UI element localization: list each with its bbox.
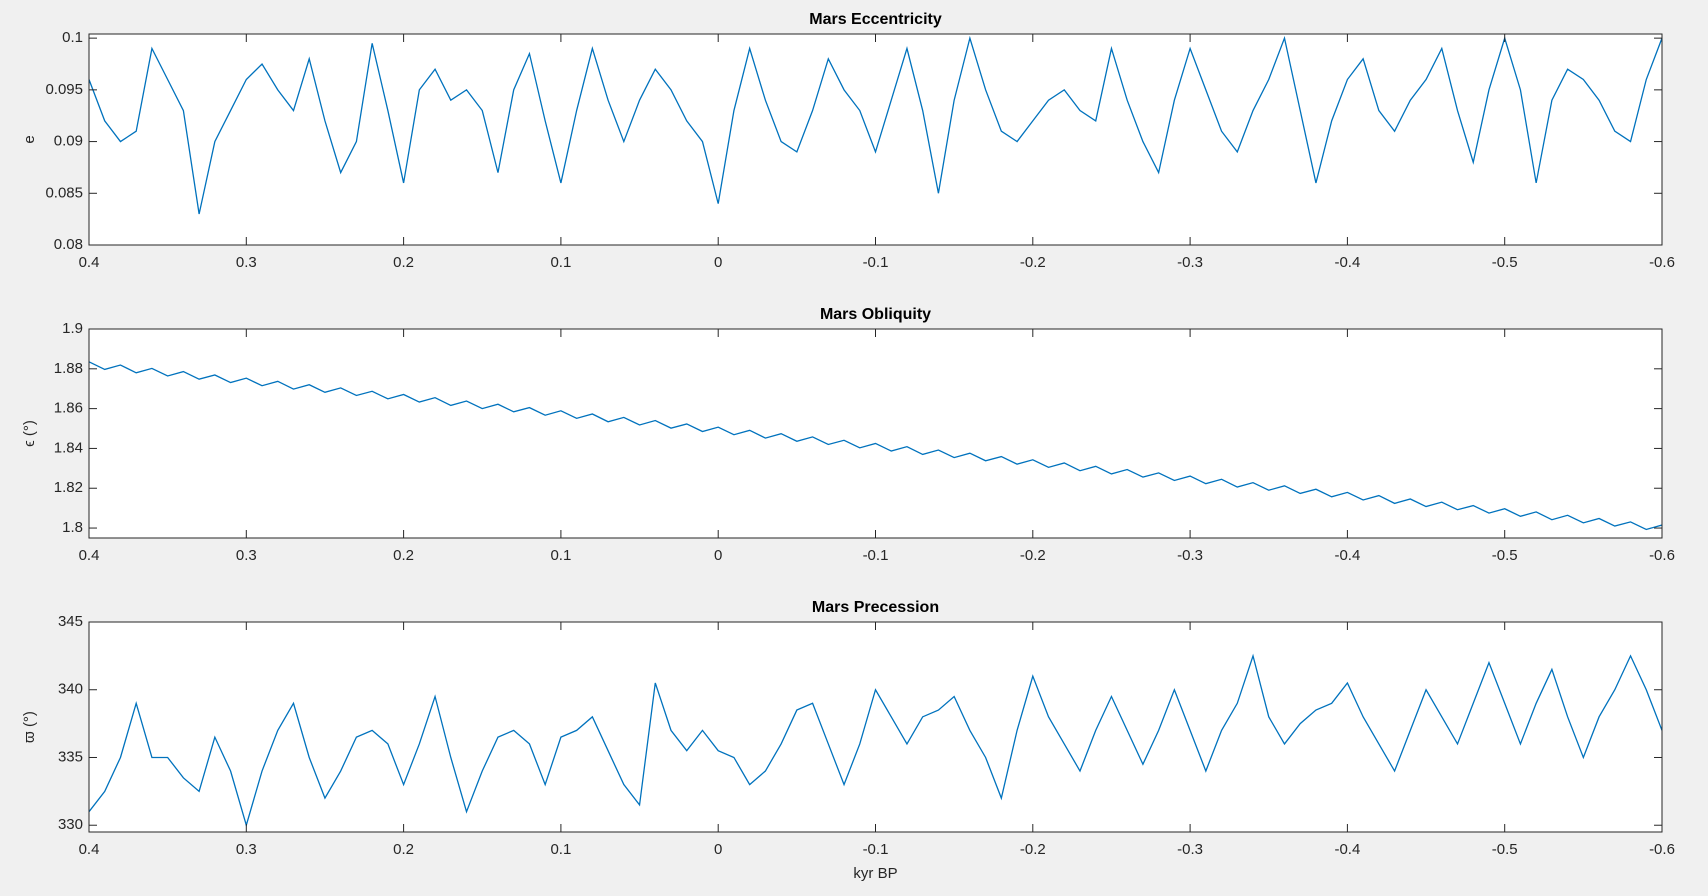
x-tick-label: -0.4 (1334, 547, 1360, 564)
plot-area (89, 622, 1662, 832)
x-tick-label: 0 (714, 547, 722, 564)
x-tick-label: -0.3 (1177, 841, 1203, 858)
plot-layer (89, 361, 1662, 531)
y-axis-label: ϵ (°) (21, 420, 38, 447)
x-tick-label: -0.1 (863, 254, 889, 271)
y-tick-label: 0.08 (54, 236, 83, 253)
plot-area (89, 329, 1662, 538)
y-tick-label: 330 (58, 816, 83, 833)
plot-area (89, 34, 1662, 245)
data-line (89, 361, 1662, 531)
x-tick-label: -0.6 (1649, 254, 1675, 271)
data-line (89, 35, 1662, 215)
x-tick-label: -0.5 (1492, 841, 1518, 858)
x-tick-label: -0.2 (1020, 547, 1046, 564)
x-tick-label: -0.4 (1334, 254, 1360, 271)
x-tick-label: 0.2 (393, 841, 414, 858)
x-tick-label: 0.3 (236, 254, 257, 271)
chart-title: Mars Eccentricity (809, 11, 942, 28)
y-axis-label: ϖ (°) (21, 711, 38, 743)
y-tick-label: 1.88 (54, 360, 83, 377)
x-tick-label: 0 (714, 841, 722, 858)
y-tick-label: 0.1 (62, 29, 83, 46)
y-tick-label: 0.085 (45, 184, 83, 201)
x-axis-label: kyr BP (853, 865, 897, 882)
x-tick-label: 0.3 (236, 841, 257, 858)
y-tick-label: 1.82 (54, 479, 83, 496)
plot-layer (89, 653, 1662, 828)
y-tick-label: 345 (58, 613, 83, 630)
x-tick-label: 0.4 (79, 841, 100, 858)
y-tick-label: 1.86 (54, 400, 83, 417)
x-tick-label: 0.1 (550, 254, 571, 271)
y-tick-label: 1.9 (62, 320, 83, 337)
y-tick-label: 0.09 (54, 133, 83, 150)
x-tick-label: -0.6 (1649, 547, 1675, 564)
x-tick-label: 0.2 (393, 547, 414, 564)
x-tick-label: 0.1 (550, 841, 571, 858)
data-line (89, 653, 1662, 828)
x-tick-label: 0.3 (236, 547, 257, 564)
x-tick-label: -0.3 (1177, 254, 1203, 271)
x-tick-label: -0.3 (1177, 547, 1203, 564)
y-tick-label: 1.84 (54, 439, 83, 456)
x-tick-label: -0.2 (1020, 841, 1046, 858)
chart-title: Mars Precession (812, 599, 939, 616)
x-tick-label: 0.4 (79, 254, 100, 271)
y-tick-label: 335 (58, 748, 83, 765)
x-tick-label: -0.5 (1492, 254, 1518, 271)
x-tick-label: -0.1 (863, 547, 889, 564)
x-tick-label: 0.1 (550, 547, 571, 564)
x-tick-label: -0.5 (1492, 547, 1518, 564)
plot-layer (89, 35, 1662, 215)
x-tick-label: -0.4 (1334, 841, 1360, 858)
x-tick-label: -0.1 (863, 841, 889, 858)
x-tick-label: 0 (714, 254, 722, 271)
chart-title: Mars Obliquity (820, 306, 931, 323)
x-tick-label: 0.2 (393, 254, 414, 271)
y-tick-label: 0.095 (45, 81, 83, 98)
y-tick-label: 1.8 (62, 519, 83, 536)
y-tick-label: 340 (58, 681, 83, 698)
x-tick-label: -0.6 (1649, 841, 1675, 858)
x-tick-label: 0.4 (79, 547, 100, 564)
y-axis-label: e (21, 135, 38, 143)
x-tick-label: -0.2 (1020, 254, 1046, 271)
